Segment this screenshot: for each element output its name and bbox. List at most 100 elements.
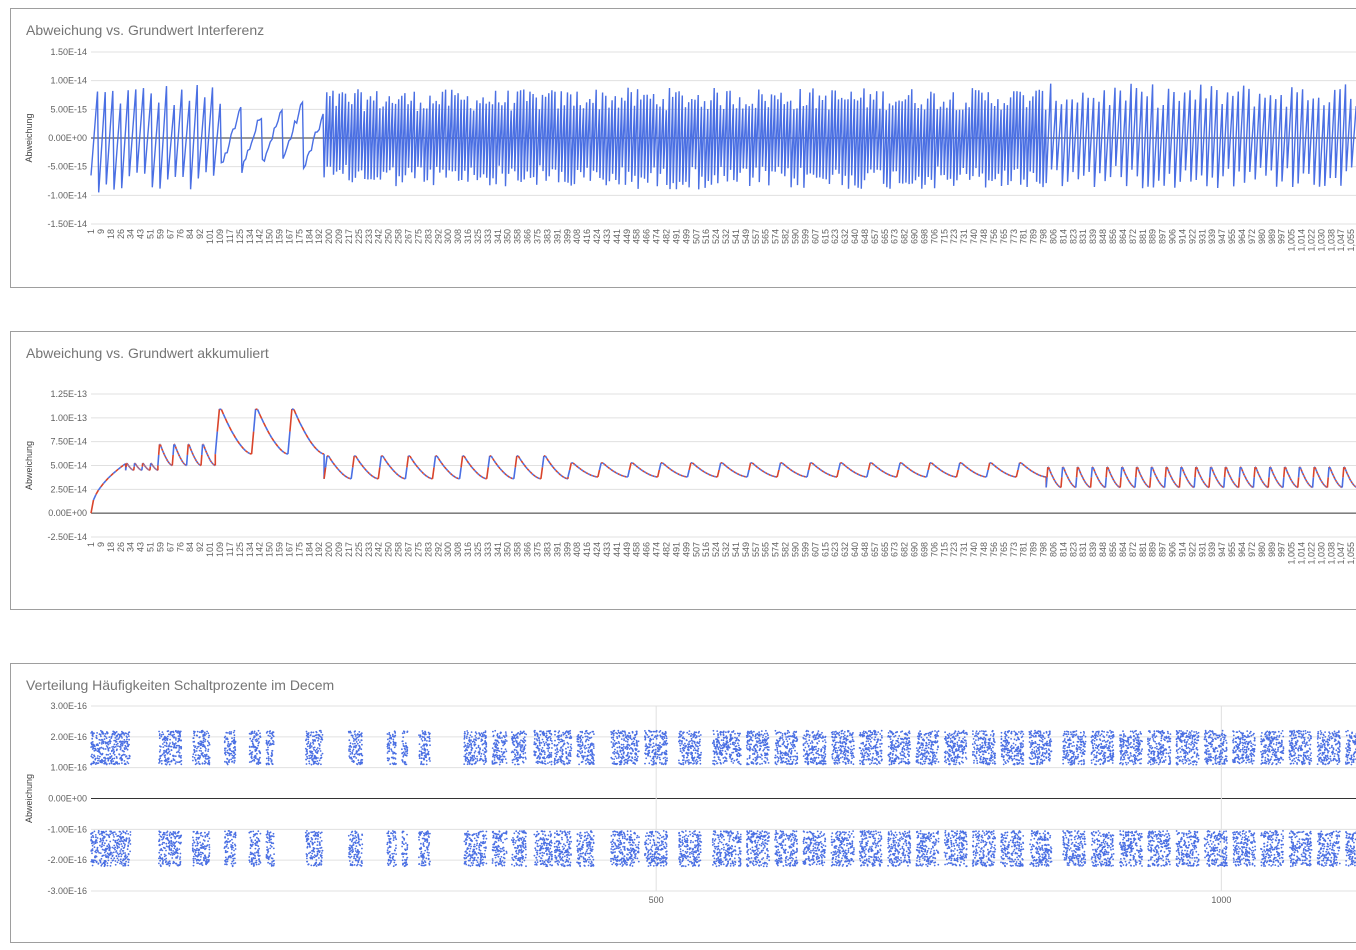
point (232, 750, 234, 753)
point (354, 735, 357, 737)
line-segment (816, 466, 820, 470)
line-segment (1185, 476, 1188, 479)
point (93, 747, 95, 750)
chart-panel-interferenz: Abweichung vs. Grundwert Interferenz 1.5… (10, 8, 1356, 288)
point (518, 864, 521, 867)
x-tick-label: 1,022 (1306, 229, 1316, 252)
point (199, 747, 202, 750)
point (318, 744, 321, 747)
point (428, 737, 431, 740)
line-chart-akkumuliert: 1.25E-131.00E-137.50E-145.00E-142.50E-14… (24, 389, 1356, 565)
line-segment (1081, 476, 1084, 479)
point (175, 761, 178, 763)
x-tick-label: 657 (870, 229, 880, 244)
point (204, 746, 207, 749)
point (174, 831, 177, 834)
line-segment (478, 474, 482, 477)
line-segment (1259, 476, 1262, 479)
line-segment (341, 472, 345, 476)
line-segment (561, 475, 564, 478)
point (200, 853, 203, 856)
x-tick-label: 34 (126, 542, 136, 552)
point (521, 732, 524, 735)
point (480, 856, 483, 859)
line-segment (650, 474, 653, 477)
point (234, 834, 237, 836)
line-segment (1215, 478, 1218, 481)
point (319, 854, 322, 856)
line-segment (1321, 482, 1324, 485)
line-segment (693, 463, 697, 467)
point (355, 741, 358, 743)
point (406, 833, 408, 836)
point (110, 762, 113, 765)
line-segment (1192, 485, 1194, 488)
point (180, 747, 183, 750)
line-segment (1302, 474, 1306, 478)
x-tick-label: 574 (771, 229, 781, 244)
point (253, 854, 256, 857)
line-segment (95, 489, 100, 495)
point (319, 836, 322, 839)
line-segment (1128, 481, 1131, 484)
point (228, 834, 231, 836)
point (192, 753, 195, 756)
point (428, 863, 431, 866)
point (524, 752, 527, 754)
line-segment (1221, 485, 1224, 488)
point (201, 851, 204, 854)
line-segment (1198, 473, 1201, 476)
point (194, 857, 197, 860)
x-tick-label: 715 (939, 542, 949, 557)
point (387, 852, 389, 855)
point (498, 750, 501, 752)
point (470, 751, 472, 754)
point (94, 839, 97, 842)
point (268, 837, 271, 840)
point (224, 863, 226, 866)
point (348, 755, 351, 757)
point (249, 847, 252, 850)
line-segment (1119, 477, 1122, 488)
line-segment (1271, 471, 1274, 474)
point (307, 732, 310, 734)
line-segment (957, 462, 961, 471)
point (493, 749, 495, 751)
line-segment (652, 475, 655, 478)
line-segment (1226, 469, 1229, 472)
y-axis-title: Abweichung (24, 113, 34, 162)
point (258, 758, 260, 760)
point (105, 848, 107, 851)
point (122, 847, 125, 849)
point (306, 732, 308, 735)
x-tick-label: 806 (1048, 542, 1058, 557)
point (160, 734, 163, 736)
line-segment (942, 471, 946, 474)
point (258, 858, 260, 860)
point (350, 731, 352, 734)
point (353, 857, 355, 860)
point (196, 830, 199, 833)
point (125, 735, 128, 738)
point (196, 862, 199, 864)
line-segment (370, 474, 373, 477)
point (257, 854, 259, 856)
point (162, 846, 165, 849)
point (467, 754, 470, 756)
x-tick-label: 408 (572, 229, 582, 244)
point (463, 763, 466, 765)
x-tick-label: 789 (1029, 229, 1039, 244)
point (314, 755, 317, 758)
point (358, 731, 361, 733)
point (125, 755, 127, 758)
x-tick-label: 798 (1039, 229, 1049, 244)
point (352, 743, 354, 745)
point (496, 861, 498, 863)
x-tick-label: 76 (175, 542, 185, 552)
line-segment (480, 475, 483, 478)
point (248, 859, 251, 862)
point (517, 732, 520, 734)
point (424, 861, 427, 864)
x-tick-label: 989 (1267, 229, 1277, 244)
point (510, 751, 513, 754)
